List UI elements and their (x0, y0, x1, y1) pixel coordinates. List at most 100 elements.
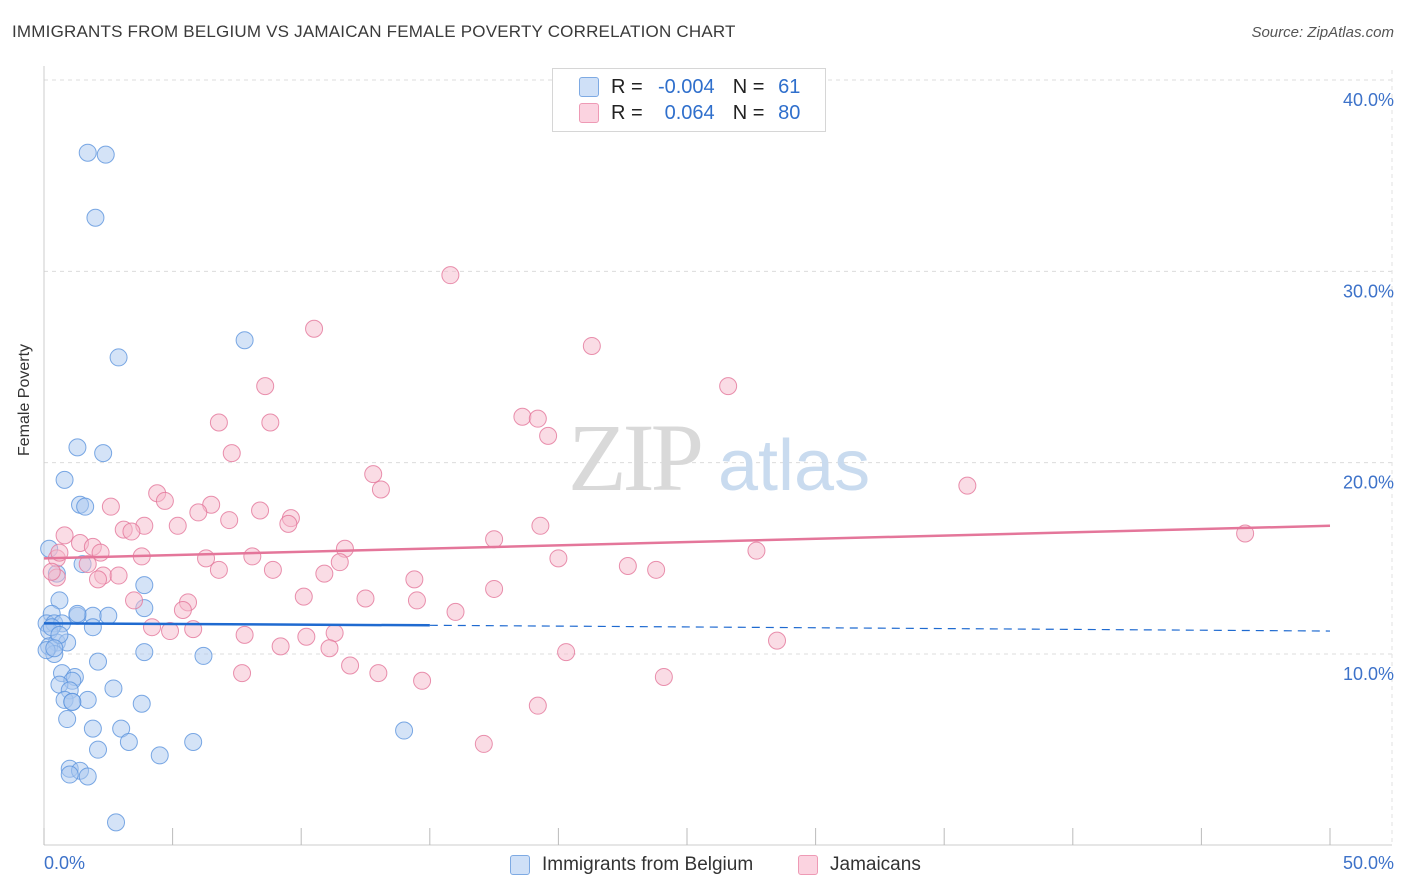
legend-r-value: 0.064 (664, 101, 715, 124)
point-jamaicans (320, 639, 339, 658)
chart-source: Source: ZipAtlas.com (1251, 24, 1394, 41)
trend-line-jamaicans (43, 524, 1331, 560)
point-belgium (55, 470, 74, 489)
point-jamaicans (109, 566, 128, 585)
point-jamaicans (647, 560, 666, 579)
point-belgium (86, 208, 105, 227)
point-jamaicans (173, 600, 192, 619)
point-jamaicans (143, 618, 162, 637)
point-belgium (78, 767, 97, 786)
point-jamaicans (279, 514, 298, 533)
point-jamaicans (325, 623, 344, 642)
x-tick-label: 0.0% (44, 853, 85, 873)
point-jamaicans (441, 266, 460, 285)
point-belgium (50, 591, 69, 610)
point-jamaicans (271, 637, 290, 656)
point-jamaicans (618, 556, 637, 575)
point-belgium (96, 145, 115, 164)
point-belgium (83, 719, 102, 738)
y-tick-label: 10.0% (1343, 664, 1394, 684)
point-jamaicans (209, 413, 228, 432)
point-jamaicans (531, 516, 550, 535)
point-jamaicans (161, 622, 180, 641)
point-belgium (63, 692, 82, 711)
point-jamaicans (220, 511, 239, 530)
point-jamaicans (341, 656, 360, 675)
point-belgium (135, 576, 154, 595)
legend-label-jamaicans: Jamaicans (830, 854, 921, 875)
point-jamaicans (513, 407, 532, 426)
legend-row-jamaicans: R = 0.064 N = 80 (579, 101, 800, 125)
x-tick-label: 50.0% (1343, 853, 1394, 873)
point-jamaicans (305, 319, 324, 338)
point-jamaicans (233, 664, 252, 683)
legend-n-value: 61 (778, 75, 801, 98)
point-jamaicans (168, 516, 187, 535)
tick-labels: 10.0% 20.0% 30.0% 40.0% 0.0% 50.0% (44, 90, 1394, 873)
point-belgium (89, 740, 108, 759)
point-belgium (194, 646, 213, 665)
point-jamaicans (297, 627, 316, 646)
point-belgium (94, 444, 113, 463)
legend-swatch-jamaicans (798, 855, 818, 875)
point-jamaicans (122, 522, 141, 541)
point-jamaicans (405, 570, 424, 589)
point-jamaicans (768, 631, 787, 650)
point-jamaicans (235, 625, 254, 644)
point-jamaicans (251, 501, 270, 520)
point-jamaicans (446, 602, 465, 621)
point-belgium (60, 765, 79, 784)
trend-lines (43, 524, 1331, 632)
point-jamaicans (557, 643, 576, 662)
trend-line-belgium-extension (429, 624, 1331, 632)
watermark-zip: ZIP (568, 404, 701, 511)
legend-swatch-jamaicans (579, 103, 599, 123)
y-tick-label: 40.0% (1343, 90, 1394, 110)
point-jamaicans (209, 560, 228, 579)
point-jamaicans (582, 336, 601, 355)
point-jamaicans (654, 667, 673, 686)
point-belgium (109, 348, 128, 367)
point-jamaicans (189, 503, 208, 522)
trend-line-belgium (43, 622, 430, 627)
point-jamaicans (364, 465, 383, 484)
point-jamaicans (539, 426, 558, 445)
point-jamaicans (78, 555, 97, 574)
y-tick-label: 30.0% (1343, 281, 1394, 301)
legend-item-belgium: Immigrants from Belgium (510, 852, 753, 878)
point-belgium (150, 746, 169, 765)
point-jamaicans (369, 664, 388, 683)
point-jamaicans (55, 526, 74, 545)
legend-n-label: N = (732, 75, 765, 98)
point-jamaicans (263, 560, 282, 579)
point-jamaicans (485, 530, 504, 549)
point-belgium (99, 606, 118, 625)
point-belgium (132, 694, 151, 713)
watermark: ZIP atlas (568, 404, 870, 511)
point-belgium (135, 643, 154, 662)
point-belgium (107, 813, 126, 832)
point-jamaicans (125, 591, 144, 610)
legend-n-value: 80 (778, 101, 801, 124)
point-jamaicans (413, 671, 432, 690)
point-belgium (58, 710, 77, 729)
legend-label-belgium: Immigrants from Belgium (542, 854, 754, 875)
axes (43, 66, 1392, 846)
legend-r-label: R = (611, 101, 643, 124)
point-jamaicans (371, 480, 390, 499)
point-belgium (68, 604, 87, 623)
point-jamaicans (294, 587, 313, 606)
point-belgium (395, 721, 414, 740)
point-belgium (76, 497, 95, 516)
point-jamaicans (101, 497, 120, 516)
legend-swatch-belgium (579, 77, 599, 97)
point-jamaicans (958, 476, 977, 495)
legend-n-label: N = (732, 101, 765, 124)
point-belgium (184, 733, 203, 752)
legend-row-belgium: R = -0.004 N = 61 (579, 75, 800, 99)
point-belgium (89, 652, 108, 671)
point-belgium (104, 679, 123, 698)
point-jamaicans (485, 579, 504, 598)
point-belgium (78, 690, 97, 709)
point-jamaicans (549, 549, 568, 568)
